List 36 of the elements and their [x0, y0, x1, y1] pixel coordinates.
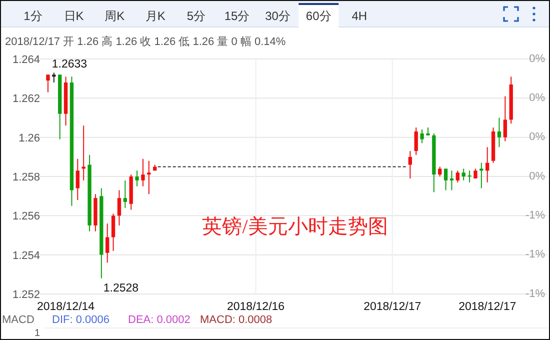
- y-tick-label: 1.258: [12, 172, 40, 184]
- text: 30分: [265, 9, 290, 23]
- y-tick-label: 1.26: [18, 132, 40, 144]
- text: DEA: 0.0002: [128, 314, 190, 326]
- text: 1: [34, 328, 40, 339]
- x-tick-label: 2018/12/16: [227, 301, 285, 313]
- text: 4H: [352, 9, 368, 23]
- x-tick-label: 2018/12/14: [37, 301, 96, 313]
- text: 月K: [145, 9, 166, 23]
- text: 5分: [186, 9, 206, 23]
- text: DIF: 0.0006: [52, 314, 110, 326]
- text: 英镑/美元小时走势图: [202, 215, 388, 238]
- x-tick-label: 2018/12/17: [364, 301, 422, 313]
- text: 1分: [24, 9, 42, 23]
- text: 60分: [306, 9, 332, 23]
- annotation: 1.2633: [52, 58, 88, 71]
- text: 15分: [224, 9, 250, 23]
- annotation: 1.2528: [103, 282, 139, 294]
- y-tick-label: 1.256: [12, 210, 40, 223]
- x-tick-label: 2018/12/17: [458, 301, 516, 313]
- y-tick-label: 1.264: [12, 54, 40, 66]
- y2-tick-label: 0%: [529, 170, 546, 182]
- y2-tick-label: 0%: [529, 92, 546, 104]
- y2-tick-label: -1%: [525, 288, 546, 300]
- text: MACD: 0.0008: [200, 314, 272, 326]
- y2-tick-label: -1%: [525, 248, 546, 261]
- y-tick-label: 1.262: [12, 93, 40, 106]
- y2-tick-label: 0%: [529, 131, 546, 144]
- text: 周K: [104, 9, 125, 23]
- y2-tick-label: -1%: [525, 210, 546, 222]
- y-tick-label: 1.254: [12, 250, 40, 262]
- text: 日K: [64, 9, 84, 23]
- text: 2018/12/17 开 1.26 高 1.26 收 1.26 低 1.26 量 0 幅 0.14%: [5, 35, 286, 48]
- y-tick-label: 1.252: [12, 289, 40, 301]
- text: MACD: [2, 314, 34, 326]
- y2-tick-label: 0%: [529, 52, 546, 65]
